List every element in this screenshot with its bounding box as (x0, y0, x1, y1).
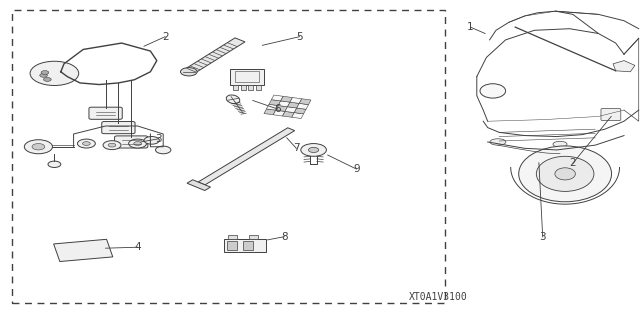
Circle shape (44, 78, 51, 81)
Text: 8: 8 (281, 232, 287, 242)
Polygon shape (187, 180, 211, 190)
Polygon shape (292, 113, 303, 118)
Ellipse shape (490, 139, 506, 145)
Text: 7: 7 (293, 143, 300, 153)
Polygon shape (285, 107, 297, 113)
Text: 9: 9 (353, 164, 360, 174)
Polygon shape (264, 109, 276, 115)
Polygon shape (294, 108, 306, 114)
Ellipse shape (553, 141, 567, 147)
Ellipse shape (555, 168, 575, 180)
Bar (249, 235, 258, 239)
Circle shape (134, 142, 141, 145)
FancyBboxPatch shape (601, 108, 621, 121)
Bar (228, 235, 237, 239)
Circle shape (108, 143, 116, 147)
Bar (248, 85, 253, 90)
Bar (235, 71, 259, 82)
Polygon shape (282, 111, 294, 117)
Polygon shape (273, 110, 285, 116)
Text: 2: 2 (162, 32, 168, 42)
Ellipse shape (536, 156, 594, 191)
Circle shape (83, 142, 90, 145)
Ellipse shape (227, 95, 240, 104)
Polygon shape (278, 101, 290, 107)
Ellipse shape (480, 84, 506, 98)
Polygon shape (297, 103, 308, 109)
Text: 1: 1 (467, 22, 474, 32)
Circle shape (180, 68, 197, 76)
Ellipse shape (519, 146, 612, 202)
Circle shape (30, 61, 79, 85)
Circle shape (308, 147, 319, 152)
Polygon shape (281, 96, 292, 102)
Bar (224, 239, 266, 252)
Polygon shape (184, 38, 245, 74)
Circle shape (40, 73, 47, 77)
Circle shape (48, 161, 61, 167)
Bar (230, 69, 264, 85)
Polygon shape (300, 99, 311, 105)
FancyBboxPatch shape (102, 122, 135, 134)
Circle shape (77, 139, 95, 148)
Circle shape (144, 137, 159, 144)
Text: 6: 6 (275, 104, 281, 114)
Bar (243, 241, 253, 250)
Bar (233, 85, 238, 90)
Polygon shape (269, 100, 281, 106)
Circle shape (32, 144, 45, 150)
Polygon shape (54, 239, 113, 262)
Bar (256, 85, 261, 90)
Circle shape (24, 140, 52, 154)
Text: 5: 5 (296, 32, 303, 42)
Circle shape (41, 70, 49, 74)
Circle shape (156, 146, 171, 154)
Text: 2: 2 (570, 158, 576, 168)
Bar (227, 241, 237, 250)
Text: 3: 3 (540, 232, 546, 242)
Text: 4: 4 (134, 242, 141, 252)
Circle shape (301, 144, 326, 156)
Circle shape (103, 141, 121, 150)
Polygon shape (271, 95, 283, 101)
Polygon shape (198, 128, 294, 185)
Polygon shape (613, 61, 635, 72)
Bar (12, 10, 445, 303)
Text: XT0A1V3100: XT0A1V3100 (409, 292, 468, 302)
Circle shape (129, 139, 147, 148)
FancyBboxPatch shape (89, 107, 122, 119)
Text: 3: 3 (156, 134, 162, 144)
Polygon shape (276, 106, 287, 111)
FancyBboxPatch shape (115, 136, 148, 148)
Polygon shape (287, 102, 300, 108)
Polygon shape (290, 98, 301, 103)
Polygon shape (266, 104, 278, 110)
Bar (241, 85, 246, 90)
